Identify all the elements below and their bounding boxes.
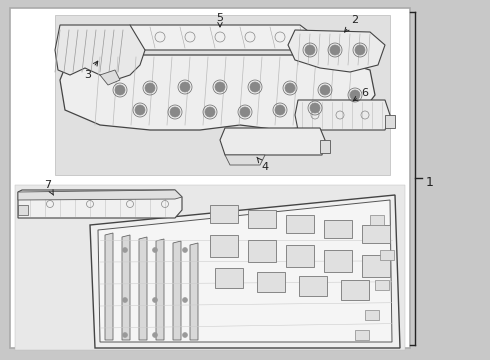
Polygon shape: [295, 100, 390, 130]
Polygon shape: [55, 25, 145, 80]
Polygon shape: [90, 195, 400, 348]
Circle shape: [330, 45, 340, 55]
Bar: [210, 235, 238, 257]
Text: 4: 4: [257, 157, 269, 172]
Bar: [257, 272, 285, 292]
Bar: [286, 245, 314, 267]
Polygon shape: [225, 155, 265, 165]
Circle shape: [350, 90, 360, 100]
Bar: [324, 220, 352, 238]
Polygon shape: [98, 200, 392, 342]
Polygon shape: [385, 115, 395, 128]
Circle shape: [152, 333, 157, 338]
Circle shape: [320, 85, 330, 95]
Polygon shape: [18, 190, 182, 218]
Bar: [210, 205, 238, 223]
Circle shape: [182, 248, 188, 252]
Circle shape: [135, 105, 145, 115]
Circle shape: [215, 82, 225, 92]
Circle shape: [305, 45, 315, 55]
Circle shape: [310, 103, 320, 113]
Bar: [375, 280, 389, 290]
Polygon shape: [105, 233, 113, 340]
Bar: [341, 280, 369, 300]
Polygon shape: [320, 140, 330, 153]
Circle shape: [152, 297, 157, 302]
Circle shape: [122, 248, 127, 252]
Polygon shape: [15, 185, 405, 350]
Polygon shape: [220, 128, 325, 155]
Text: 7: 7: [45, 180, 53, 195]
Text: 2: 2: [344, 15, 359, 32]
Bar: [248, 210, 276, 228]
Circle shape: [182, 333, 188, 338]
Text: 3: 3: [84, 61, 98, 80]
Circle shape: [355, 45, 365, 55]
Text: 1: 1: [426, 176, 434, 189]
Bar: [365, 310, 379, 320]
Bar: [370, 215, 384, 225]
Polygon shape: [288, 30, 385, 72]
Bar: [299, 276, 327, 296]
Polygon shape: [100, 70, 120, 85]
Circle shape: [250, 82, 260, 92]
Bar: [362, 225, 390, 243]
FancyBboxPatch shape: [10, 8, 410, 348]
Circle shape: [285, 83, 295, 93]
Circle shape: [180, 82, 190, 92]
Polygon shape: [156, 239, 164, 340]
Circle shape: [182, 297, 188, 302]
Polygon shape: [139, 237, 147, 340]
Polygon shape: [173, 241, 181, 340]
Circle shape: [122, 297, 127, 302]
Polygon shape: [18, 190, 182, 200]
Polygon shape: [60, 55, 375, 130]
Circle shape: [205, 107, 215, 117]
Bar: [324, 250, 352, 272]
Bar: [215, 268, 243, 288]
Bar: [362, 255, 390, 277]
Text: 6: 6: [353, 88, 368, 101]
Circle shape: [152, 248, 157, 252]
Polygon shape: [190, 243, 198, 340]
Bar: [248, 240, 276, 262]
Polygon shape: [55, 15, 390, 175]
Circle shape: [122, 333, 127, 338]
Circle shape: [145, 83, 155, 93]
Bar: [355, 330, 369, 340]
Bar: [380, 250, 394, 260]
Text: 5: 5: [217, 13, 223, 27]
Polygon shape: [120, 25, 320, 50]
Polygon shape: [18, 205, 28, 215]
Polygon shape: [122, 235, 130, 340]
Circle shape: [240, 107, 250, 117]
Bar: [286, 215, 314, 233]
Circle shape: [275, 105, 285, 115]
Circle shape: [115, 85, 125, 95]
Circle shape: [170, 107, 180, 117]
